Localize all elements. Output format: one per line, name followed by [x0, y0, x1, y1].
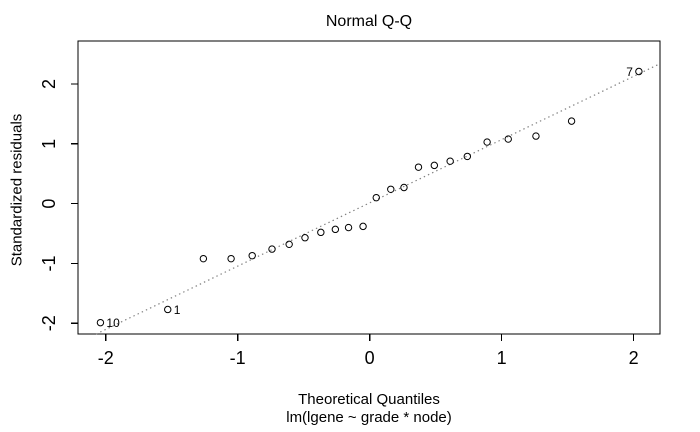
x-tick-label: -2	[98, 348, 114, 368]
data-point	[567, 117, 576, 125]
x-tick-label: 0	[365, 348, 375, 368]
plot-box	[77, 40, 661, 335]
data-point	[317, 228, 325, 237]
data-point	[532, 132, 540, 140]
data-point	[285, 240, 293, 249]
data-point	[268, 245, 276, 253]
data-point	[430, 161, 439, 170]
data-point	[635, 67, 643, 76]
data-point	[301, 234, 309, 242]
data-point	[504, 135, 512, 143]
data-point	[96, 318, 105, 327]
point-id-label: 7	[626, 65, 633, 79]
point-id-label: 1	[174, 303, 181, 317]
data-point	[248, 251, 256, 260]
y-tick-label: 2	[39, 79, 59, 89]
data-point	[463, 152, 472, 161]
data-point	[344, 223, 353, 232]
plot-title: Normal Q-Q	[325, 13, 413, 30]
data-point	[199, 254, 208, 263]
x-tick-label: 1	[497, 348, 507, 368]
data-point	[387, 185, 395, 193]
data-point	[400, 183, 408, 192]
y-tick-label: -2	[39, 315, 59, 331]
data-point	[372, 193, 380, 202]
data-point	[331, 225, 340, 234]
y-axis-label: Standardized residuals	[8, 113, 26, 267]
data-point	[483, 138, 491, 146]
x-tick-label: 2	[629, 348, 639, 368]
y-tick-label: 0	[39, 199, 59, 209]
data-point	[446, 157, 454, 165]
data-point	[359, 222, 367, 231]
x-tick-label: -1	[230, 348, 246, 368]
data-point	[227, 254, 235, 263]
data-point	[414, 163, 423, 171]
point-id-label: 10	[106, 316, 120, 330]
data-point	[164, 305, 172, 314]
y-tick-label: -1	[39, 255, 59, 271]
model-call-subtitle: lm(lgene ~ grade * node)	[286, 409, 452, 426]
y-tick-label: 1	[39, 139, 59, 149]
x-axis-label: Theoretical Quantiles	[298, 391, 440, 408]
qq-reference-line	[95, 63, 661, 335]
